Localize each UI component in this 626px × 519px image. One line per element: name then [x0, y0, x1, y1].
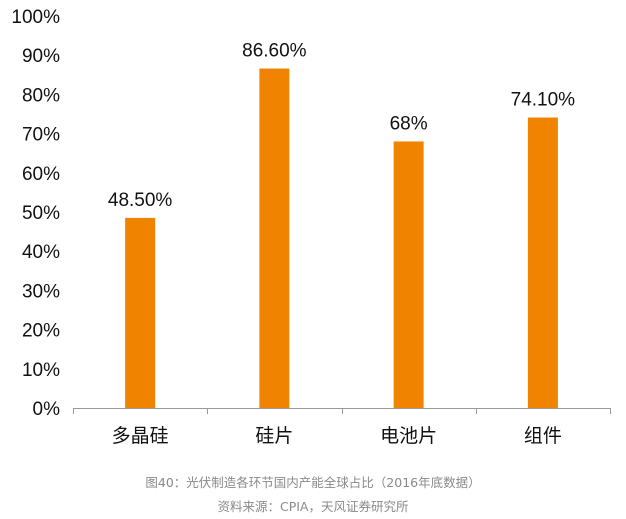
data-label: 74.10%	[511, 90, 576, 111]
x-axis: 多晶硅 硅片 电池片 组件	[73, 408, 611, 447]
y-tick-label: 50%	[22, 203, 60, 224]
y-tick-label: 70%	[22, 125, 60, 146]
y-tick-label: 100%	[11, 7, 60, 28]
y-tick-label: 30%	[22, 281, 60, 302]
bar-chart: 0% 10% 20% 30% 40% 50% 60% 70% 80% 90% 100% 48.50%…	[11, 7, 611, 447]
y-tick-label: 60%	[22, 164, 60, 185]
y-tick-label: 0%	[33, 399, 61, 420]
x-tick-label: 组件	[524, 425, 562, 447]
figure-caption: 图40：光伏制造各环节国内产能全球占比（2016年底数据）	[145, 475, 481, 490]
source-caption: 资料来源：CPIA，天风证券研究所	[217, 499, 409, 514]
y-tick-label: 80%	[22, 85, 60, 106]
x-tick-label: 多晶硅	[112, 425, 169, 447]
y-tick-label: 40%	[22, 242, 60, 263]
y-axis-ticks: 0% 10% 20% 30% 40% 50% 60% 70% 80% 90% 100%	[11, 7, 60, 420]
data-label: 86.60%	[242, 41, 307, 62]
bar	[259, 68, 290, 408]
x-tick-label: 硅片	[255, 425, 293, 447]
bar	[393, 141, 424, 408]
data-label: 48.50%	[108, 190, 173, 211]
y-tick-label: 90%	[22, 46, 60, 67]
bar	[527, 117, 558, 408]
y-tick-label: 10%	[22, 360, 60, 381]
bars	[125, 68, 558, 408]
data-labels: 48.50% 86.60% 68% 74.10%	[108, 41, 575, 211]
y-tick-label: 20%	[22, 321, 60, 342]
bar	[125, 217, 156, 408]
x-tick-label: 电池片	[380, 425, 437, 447]
data-label: 68%	[390, 113, 428, 134]
